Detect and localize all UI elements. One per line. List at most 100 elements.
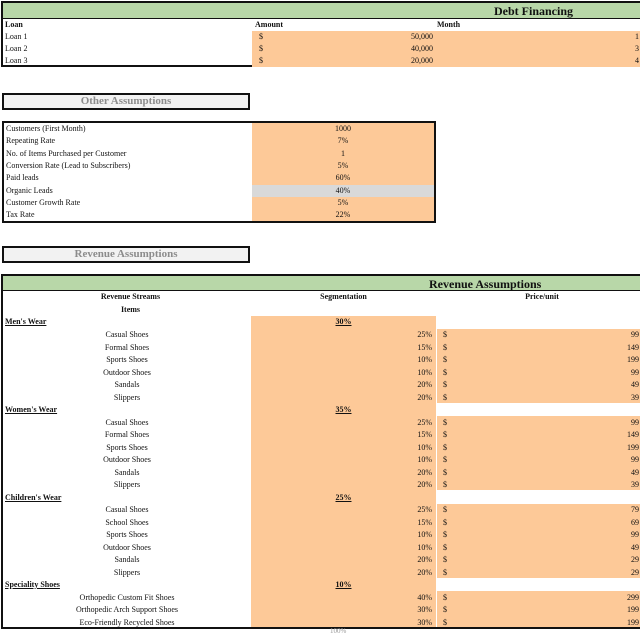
currency: $ (443, 342, 447, 352)
loan-name: Loan 2 (5, 44, 28, 53)
assumption-input-area (252, 123, 434, 221)
loan-name: Loan 3 (5, 56, 28, 65)
assumption-label: Conversion Rate (Lead to Subscribers) (6, 160, 131, 170)
item-price[interactable]: 49 (631, 467, 639, 477)
item-pct[interactable]: 10% (417, 455, 432, 464)
category-segmentation[interactable]: 30% (335, 317, 352, 326)
item-pct[interactable]: 10% (417, 542, 432, 552)
revenue-assumptions-table: Revenue Assumptions Revenue Streams Segm… (1, 274, 640, 629)
loan-month[interactable]: 1 (635, 32, 639, 41)
item-name: Sports Shoes (106, 442, 148, 452)
item-price[interactable]: 69 (631, 517, 639, 527)
assumption-label: Paid leads (6, 173, 39, 183)
item-pct[interactable]: 30% (417, 617, 432, 627)
item-price[interactable]: 99 (631, 417, 639, 427)
loan-month[interactable]: 3 (635, 44, 639, 53)
item-pct[interactable]: 20% (417, 567, 432, 577)
item-price[interactable]: 99 (631, 530, 639, 539)
item-price[interactable]: 39 (631, 392, 639, 402)
assumption-value[interactable]: 22% (335, 210, 351, 220)
item-pct[interactable]: 25% (417, 505, 432, 514)
item-pct[interactable]: 20% (417, 380, 432, 389)
item-price[interactable]: 79 (631, 505, 639, 514)
assumption-value[interactable]: 5% (337, 197, 349, 207)
currency: $ (443, 380, 447, 389)
loan-amount[interactable]: 20,000 (411, 56, 433, 65)
item-pct[interactable]: 30% (417, 605, 432, 614)
currency: $ (443, 555, 447, 564)
item-name: Sandals (114, 467, 140, 477)
loan-month[interactable]: 4 (635, 56, 639, 65)
currency: $ (443, 505, 447, 514)
item-price[interactable]: 99 (631, 455, 639, 464)
item-name: Slippers (113, 567, 141, 577)
category-segmentation[interactable]: 10% (335, 580, 352, 589)
item-price[interactable]: 49 (631, 542, 639, 552)
category-segmentation[interactable]: 25% (335, 492, 352, 502)
item-pct[interactable]: 10% (417, 367, 432, 377)
revenue-assumptions-title: Revenue Assumptions (429, 277, 542, 291)
item-name: Outdoor Shoes (103, 367, 151, 377)
assumption-value[interactable]: 1000 (335, 124, 351, 133)
item-price[interactable]: 199 (627, 442, 639, 452)
segmentation-input-area (251, 316, 436, 627)
currency: $ (259, 32, 263, 41)
currency: $ (443, 467, 447, 477)
debt-financing-table: Debt Financing Loan Amount Month Loan 1 … (1, 1, 640, 67)
item-name: Sandals (114, 380, 140, 389)
item-name: Sandals (114, 555, 140, 564)
item-pct[interactable]: 10% (417, 442, 432, 452)
assumption-value[interactable]: 60% (335, 173, 351, 183)
other-assumptions-title: Other Assumptions (2, 93, 250, 110)
price-input-area-speciality (437, 591, 640, 627)
assumption-value[interactable]: 1 (341, 148, 345, 158)
revenue-assumptions-header: Revenue Assumptions (3, 276, 640, 291)
item-pct[interactable]: 40% (417, 592, 432, 602)
loan-amount[interactable]: 40,000 (411, 44, 433, 53)
item-pct[interactable]: 20% (417, 480, 432, 489)
loan-amount[interactable]: 50,000 (411, 32, 433, 41)
category-speciality-shoes: Speciality Shoes (5, 580, 60, 589)
currency: $ (443, 455, 447, 464)
item-pct[interactable]: 25% (417, 417, 432, 427)
assumption-label: Tax Rate (6, 210, 35, 220)
item-price[interactable]: 99 (631, 367, 639, 377)
currency: $ (443, 392, 447, 402)
item-name: Outdoor Shoes (103, 455, 151, 464)
item-price[interactable]: 99 (631, 330, 639, 339)
item-pct[interactable]: 20% (417, 392, 432, 402)
assumption-value[interactable]: 5% (337, 160, 349, 170)
item-price[interactable]: 149 (627, 342, 639, 352)
item-pct[interactable]: 15% (417, 342, 432, 352)
currency: $ (443, 617, 447, 627)
item-name: Casual Shoes (105, 505, 149, 514)
item-price[interactable]: 149 (627, 430, 639, 439)
currency: $ (443, 367, 447, 377)
price-input-area-childrens (437, 504, 640, 578)
item-price[interactable]: 39 (631, 480, 639, 489)
segmentation-total: 100% (330, 627, 347, 635)
item-price[interactable]: 199 (627, 605, 639, 614)
item-pct[interactable]: 10% (417, 355, 432, 364)
assumption-value[interactable]: 40% (335, 185, 351, 195)
item-pct[interactable]: 10% (417, 530, 432, 539)
item-price[interactable]: 299 (627, 592, 639, 602)
item-pct[interactable]: 15% (417, 517, 432, 527)
category-segmentation[interactable]: 35% (335, 405, 352, 414)
item-price[interactable]: 199 (627, 355, 639, 364)
item-pct[interactable]: 20% (417, 467, 432, 477)
assumption-value[interactable]: 7% (337, 136, 349, 146)
item-price[interactable]: 29 (631, 555, 639, 564)
item-price[interactable]: 49 (631, 380, 639, 389)
currency: $ (443, 442, 447, 452)
item-price[interactable]: 29 (631, 567, 639, 577)
assumption-label: No. of Items Purchased per Customer (6, 148, 127, 158)
item-pct[interactable]: 20% (417, 555, 432, 564)
item-pct[interactable]: 25% (417, 330, 432, 339)
debt-financing-header: Debt Financing (3, 3, 640, 19)
item-name: Formal Shoes (104, 430, 150, 439)
item-pct[interactable]: 15% (417, 430, 432, 439)
category-womens-wear: Women's Wear (5, 405, 58, 414)
item-price[interactable]: 199 (627, 617, 639, 627)
item-name: School Shoes (105, 517, 149, 527)
